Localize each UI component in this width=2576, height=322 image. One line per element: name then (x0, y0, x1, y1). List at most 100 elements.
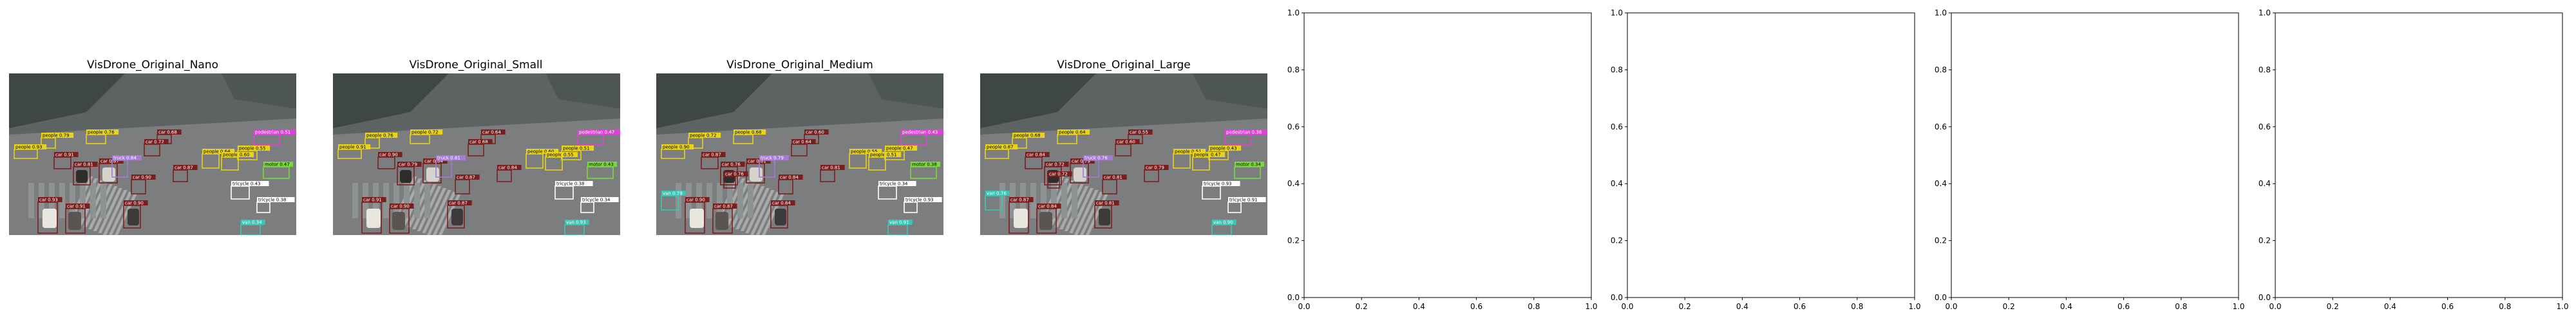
detection-label-text: car 0.84 (424, 159, 443, 164)
sidewalk-area (545, 73, 620, 109)
y-tick-label: 0.2 (1935, 236, 1947, 245)
y-tick-label: 0.8 (1611, 65, 1623, 74)
crosswalk-stripe (737, 183, 743, 218)
x-tick-label: 0.8 (1851, 302, 1863, 311)
detection-label-bg (54, 152, 79, 157)
y-tick-label: 0.0 (1611, 293, 1623, 302)
x-tick-label: 0.0 (2269, 302, 2281, 311)
detection-label-bg (578, 129, 620, 135)
detection-label-bg (1202, 181, 1240, 186)
detection-label-text: car 0.87 (100, 159, 119, 164)
detection-label-text: people 0.55 (547, 153, 574, 158)
detection-label-text: people 0.43 (1210, 146, 1237, 151)
crosswalk-stripe (70, 183, 75, 218)
detection-label-bg (1103, 175, 1127, 180)
detection-label-bg (526, 149, 559, 154)
sidewalk-area (869, 73, 943, 109)
detection-label-bg (66, 204, 90, 209)
detection-label-bg (1009, 197, 1034, 202)
detection-label-bg (1228, 197, 1266, 202)
vehicle (43, 209, 57, 228)
crosswalk-stripe (426, 190, 451, 235)
detection-label-text: tricycle 0.93 (1204, 182, 1231, 187)
detection-label-bg (99, 158, 124, 164)
x-tick-label: 0.4 (2384, 302, 2396, 311)
detection-label-text: pedestrian 0.47 (579, 130, 614, 135)
detection-label-text: people 0.55 (239, 146, 266, 151)
detection-label-text: people 0.68 (735, 130, 762, 135)
detection-label-bg (1083, 155, 1113, 160)
detection-label-bg (771, 200, 795, 205)
detection-label-text: car 0.81 (748, 159, 766, 164)
detection-label-text: car 0.87 (703, 153, 721, 158)
crosswalk-stripe (80, 183, 86, 218)
detection-label-text: car 0.64 (793, 140, 811, 145)
detection-label-text: van 0.34 (242, 220, 262, 225)
crosswalk-stripe (414, 183, 420, 218)
crosswalk-stripe (100, 183, 106, 218)
detection-label-text: motor 0.34 (1236, 162, 1261, 167)
detection-label-bg (746, 158, 771, 164)
vehicle (690, 209, 704, 228)
crosswalk-stripe (750, 190, 775, 235)
detection-label-bg (1057, 129, 1090, 135)
detection-label-text: car 0.90 (391, 204, 410, 209)
detection-label-bg (497, 165, 522, 170)
crosswalk-stripe (748, 183, 753, 218)
crosswalk-stripe (90, 183, 96, 218)
x-tick-label: 0.8 (1528, 302, 1540, 311)
detection-label-text: people 0.68 (1014, 133, 1041, 138)
x-tick-label: 0.2 (1356, 302, 1368, 311)
detection-label-text: truck 0.81 (437, 156, 460, 161)
vehicle (366, 209, 381, 228)
detection-label-text: people 0.79 (43, 133, 70, 138)
detection-label-bg (565, 220, 589, 225)
detection-label-bg (878, 181, 916, 186)
detection-label-bg (1144, 165, 1169, 170)
sidewalk-area (222, 73, 296, 109)
crosswalk-stripe (1072, 183, 1077, 218)
empty-axes-4: 0.0 0.2 0.4 0.6 0.8 1.0 0.0 0.2 0.4 0.6 0.8 1.0 (2259, 8, 2569, 311)
x-tick-label: 0.0 (1298, 302, 1310, 311)
detection-label-text: car 0.90 (379, 153, 398, 158)
detection-label-bg (555, 181, 593, 186)
detection-label-text: car 0.84 (772, 201, 791, 206)
axes-frame (1303, 12, 1592, 298)
y-tick-label: 0.4 (1287, 179, 1300, 188)
vehicle (392, 212, 405, 230)
detection-label-text: car 0.91 (55, 153, 74, 158)
panel-title-small: VisDrone_Original_Small (409, 59, 543, 71)
detection-image-medium: car 0.90 car 0.87 car 0.84 car 0.81 truck 0.… (656, 73, 943, 235)
panel-title-medium: VisDrone_Original_Medium (726, 59, 873, 71)
detection-label-text: car 0.81 (1096, 201, 1115, 206)
y-tick-label: 0.0 (1935, 293, 1947, 302)
vehicle (1014, 209, 1028, 228)
detection-label-text: people 0.60 (527, 149, 554, 155)
tree-area (9, 73, 125, 128)
vehicle (76, 170, 88, 183)
crosswalk-stripe (1074, 190, 1099, 235)
detection-label-text: tricycle 0.38 (556, 182, 584, 187)
detection-label-bg (112, 155, 142, 160)
vehicle (1039, 212, 1052, 230)
detection-label-text: motor 0.43 (589, 162, 614, 167)
detection-label-bg (985, 144, 1018, 149)
detection-label-bg (124, 200, 148, 205)
y-tick-label: 0.6 (1611, 122, 1623, 131)
detection-label-text: car 0.84 (780, 175, 799, 180)
detection-label-text: car 0.68 (158, 130, 177, 135)
detection-label-bg (241, 220, 265, 225)
y-tick-label: 0.0 (1287, 293, 1300, 302)
crosswalk-stripe (1069, 188, 1094, 233)
detection-label-bg (455, 175, 480, 180)
detection-label-bg (481, 129, 506, 135)
detection-label-text: car 0.76 (725, 172, 744, 177)
crosswalk-stripe (1041, 183, 1046, 218)
detection-label-text: car 0.68 (469, 140, 488, 145)
x-tick-label: 0.2 (1679, 302, 1691, 311)
detection-label-text: car 0.91 (363, 198, 382, 203)
detection-label-text: car 0.84 (1038, 204, 1057, 209)
detection-label-text: pedestrian 0.43 (902, 130, 938, 135)
x-tick-label: 0.4 (2060, 302, 2072, 311)
